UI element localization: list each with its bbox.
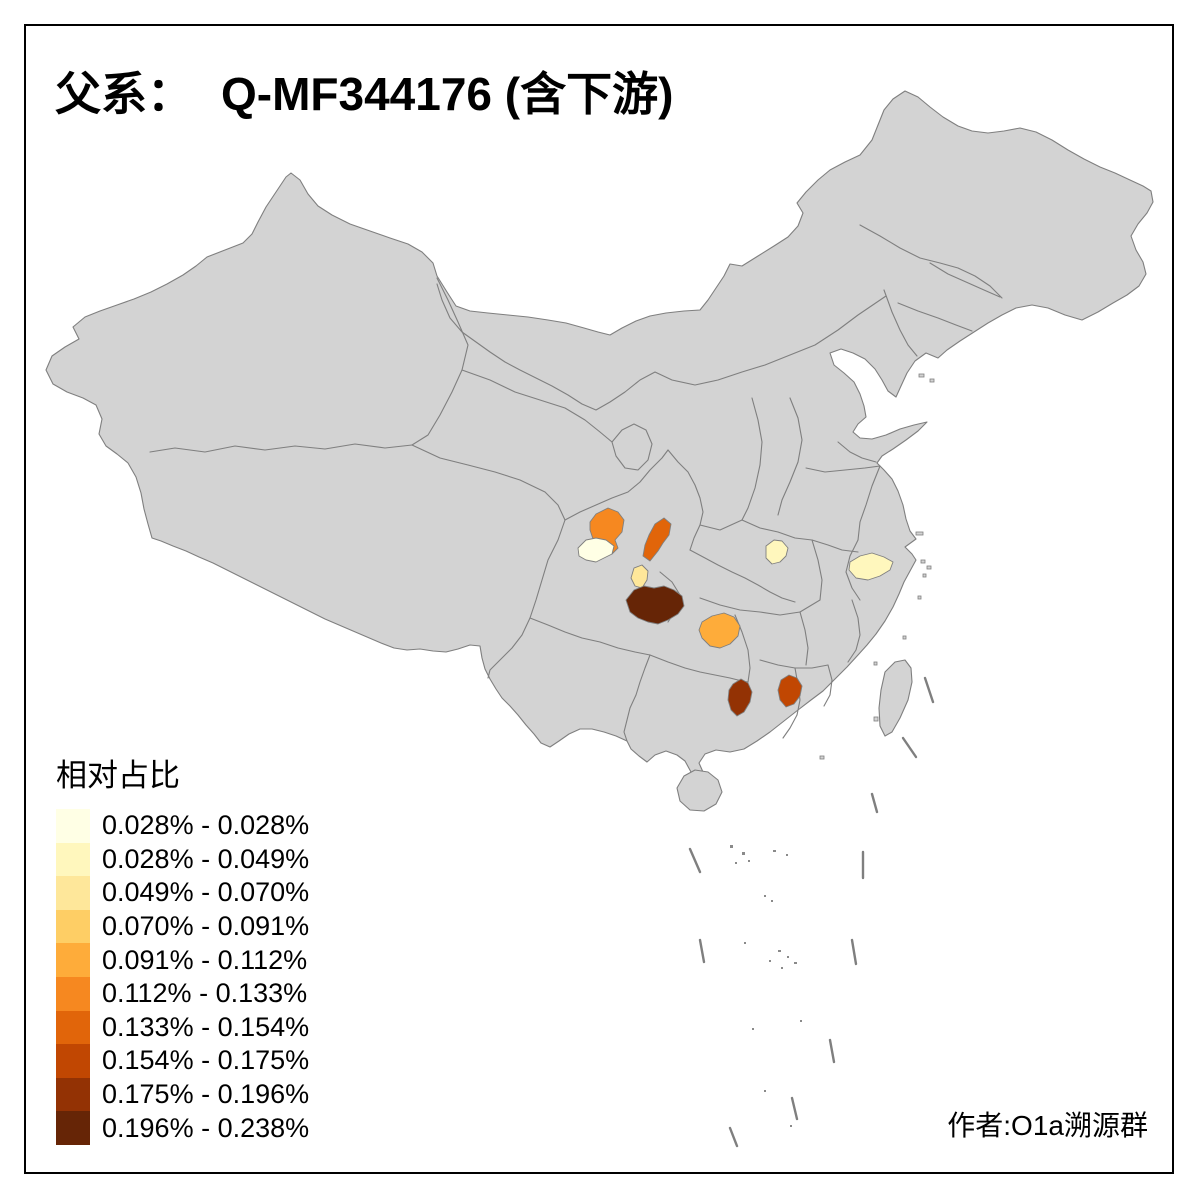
nine-dash-line: [688, 676, 935, 1148]
highlighted-region: [698, 612, 741, 649]
hainan-island: [676, 769, 723, 812]
highlighted-region: [848, 552, 894, 581]
legend-swatch: [56, 1077, 90, 1112]
legend-swatch: [56, 1010, 90, 1045]
legend-title: 相对占比: [56, 758, 180, 793]
legend-swatch: [56, 909, 90, 944]
penghu-islet: [873, 716, 879, 722]
legend-swatch: [56, 943, 90, 977]
legend-label: 0.133% - 0.154%: [102, 1011, 310, 1042]
legend-item: 0.175% - 0.196%: [56, 1077, 310, 1112]
legend-swatch: [56, 976, 90, 1011]
legend-label: 0.091% - 0.112%: [102, 944, 308, 975]
legend-label: 0.154% - 0.175%: [102, 1045, 310, 1076]
legend-item: 0.196% - 0.238%: [56, 1111, 309, 1145]
legend-swatch: [56, 1044, 90, 1078]
legend-label: 0.175% - 0.196%: [102, 1079, 310, 1110]
islands: [676, 373, 935, 812]
chongming-islet: [915, 531, 924, 536]
title-haplogroup: Q-MF344176 (含下游): [221, 68, 674, 120]
legend-label: 0.049% - 0.070%: [102, 877, 310, 908]
legend: 相对占比 0.028% - 0.028% 0.028% - 0.049% 0.049…: [56, 750, 309, 1145]
legend-label: 0.196% - 0.238%: [102, 1112, 310, 1143]
province-borders: [149, 224, 1003, 742]
legend-items: 0.028% - 0.028% 0.028% - 0.049% 0.049% - 0…: [56, 809, 309, 1145]
highlighted-regions: [577, 507, 894, 717]
author-credit: 作者:O1a溯源群: [947, 1110, 1148, 1141]
sea-island-specks: [730, 845, 802, 1127]
plot-frame-border: [24, 24, 1174, 1174]
legend-item: 0.070% - 0.091%: [56, 909, 310, 944]
title-prefix: 父系：: [55, 67, 193, 121]
legend-label: 0.112% - 0.133%: [102, 978, 308, 1009]
legend-item: 0.028% - 0.049%: [56, 842, 310, 877]
legend-swatch: [56, 842, 90, 877]
legend-label: 0.070% - 0.091%: [102, 911, 310, 942]
highlighted-region: [630, 564, 649, 589]
legend-swatch: [56, 1111, 90, 1145]
taiwan-island: [878, 659, 913, 737]
legend-item: 0.133% - 0.154%: [56, 1010, 310, 1045]
highlighted-region: [642, 517, 672, 562]
figure-title: 父系： Q-MF344176 (含下游): [55, 58, 673, 124]
highlighted-region: [577, 537, 615, 563]
highlighted-region: [765, 539, 789, 565]
china-mainland: [45, 90, 1154, 781]
highlighted-region: [777, 674, 803, 708]
legend-label: 0.028% - 0.049%: [102, 843, 310, 874]
legend-item: 0.028% - 0.028%: [56, 809, 309, 843]
legend-label: 0.028% - 0.028%: [102, 810, 310, 841]
legend-item: 0.112% - 0.133%: [56, 976, 309, 1011]
legend-swatch: [56, 876, 90, 910]
legend-item: 0.091% - 0.112%: [56, 943, 309, 977]
highlighted-region: [625, 585, 685, 625]
legend-item: 0.154% - 0.175%: [56, 1044, 309, 1078]
highlighted-region: [727, 678, 753, 717]
legend-swatch: [56, 809, 90, 843]
legend-item: 0.049% - 0.070%: [56, 876, 309, 910]
